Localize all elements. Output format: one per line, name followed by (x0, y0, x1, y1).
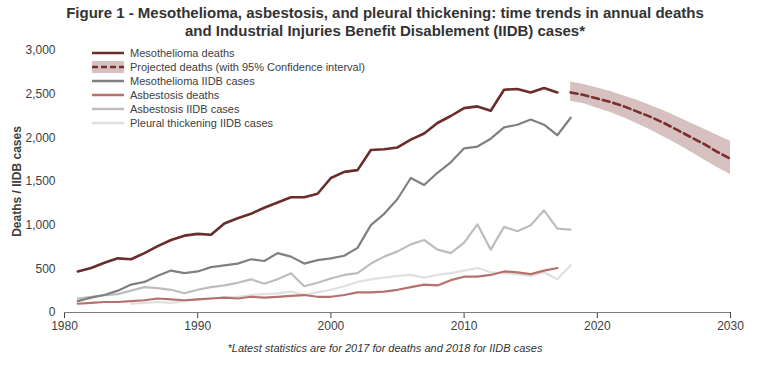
svg-text:500: 500 (35, 262, 55, 276)
html-text:Pleural thickening IIDB cases: Pleural thickening IIDB cases (130, 117, 274, 129)
html-text:Asbestosis deaths: Asbestosis deaths (130, 89, 220, 101)
svg-text:1990: 1990 (184, 319, 211, 333)
svg-text:1980: 1980 (51, 319, 78, 333)
html-text:Mesothelioma IIDB cases: Mesothelioma IIDB cases (130, 75, 255, 87)
svg-text:1,000: 1,000 (25, 218, 55, 232)
svg-text:Deaths / IIDB cases: Deaths / IIDB cases (10, 126, 24, 237)
svg-text:2020: 2020 (584, 319, 611, 333)
html-text:Figure 1 - Mesothelioma, asbes: Figure 1 - Mesothelioma, asbestosis, and… (66, 4, 704, 39)
html-text:Mesothelioma deaths: Mesothelioma deaths (130, 47, 235, 59)
svg-text:2000: 2000 (318, 319, 345, 333)
svg-text:1,500: 1,500 (25, 174, 55, 188)
svg-text:0: 0 (49, 305, 56, 319)
html-text:Projected deaths (with 95% Con: Projected deaths (with 95% Confidence in… (130, 61, 365, 73)
html-text:*Latest statistics are for 201: *Latest statistics are for 2017 for deat… (227, 342, 543, 354)
svg-text:2030: 2030 (717, 319, 744, 333)
svg-text:3,000: 3,000 (25, 43, 55, 57)
svg-text:2,500: 2,500 (25, 87, 55, 101)
html-text:Asbestosis IIDB cases: Asbestosis IIDB cases (130, 103, 240, 115)
svg-text:2010: 2010 (451, 319, 478, 333)
svg-text:2,000: 2,000 (25, 131, 55, 145)
